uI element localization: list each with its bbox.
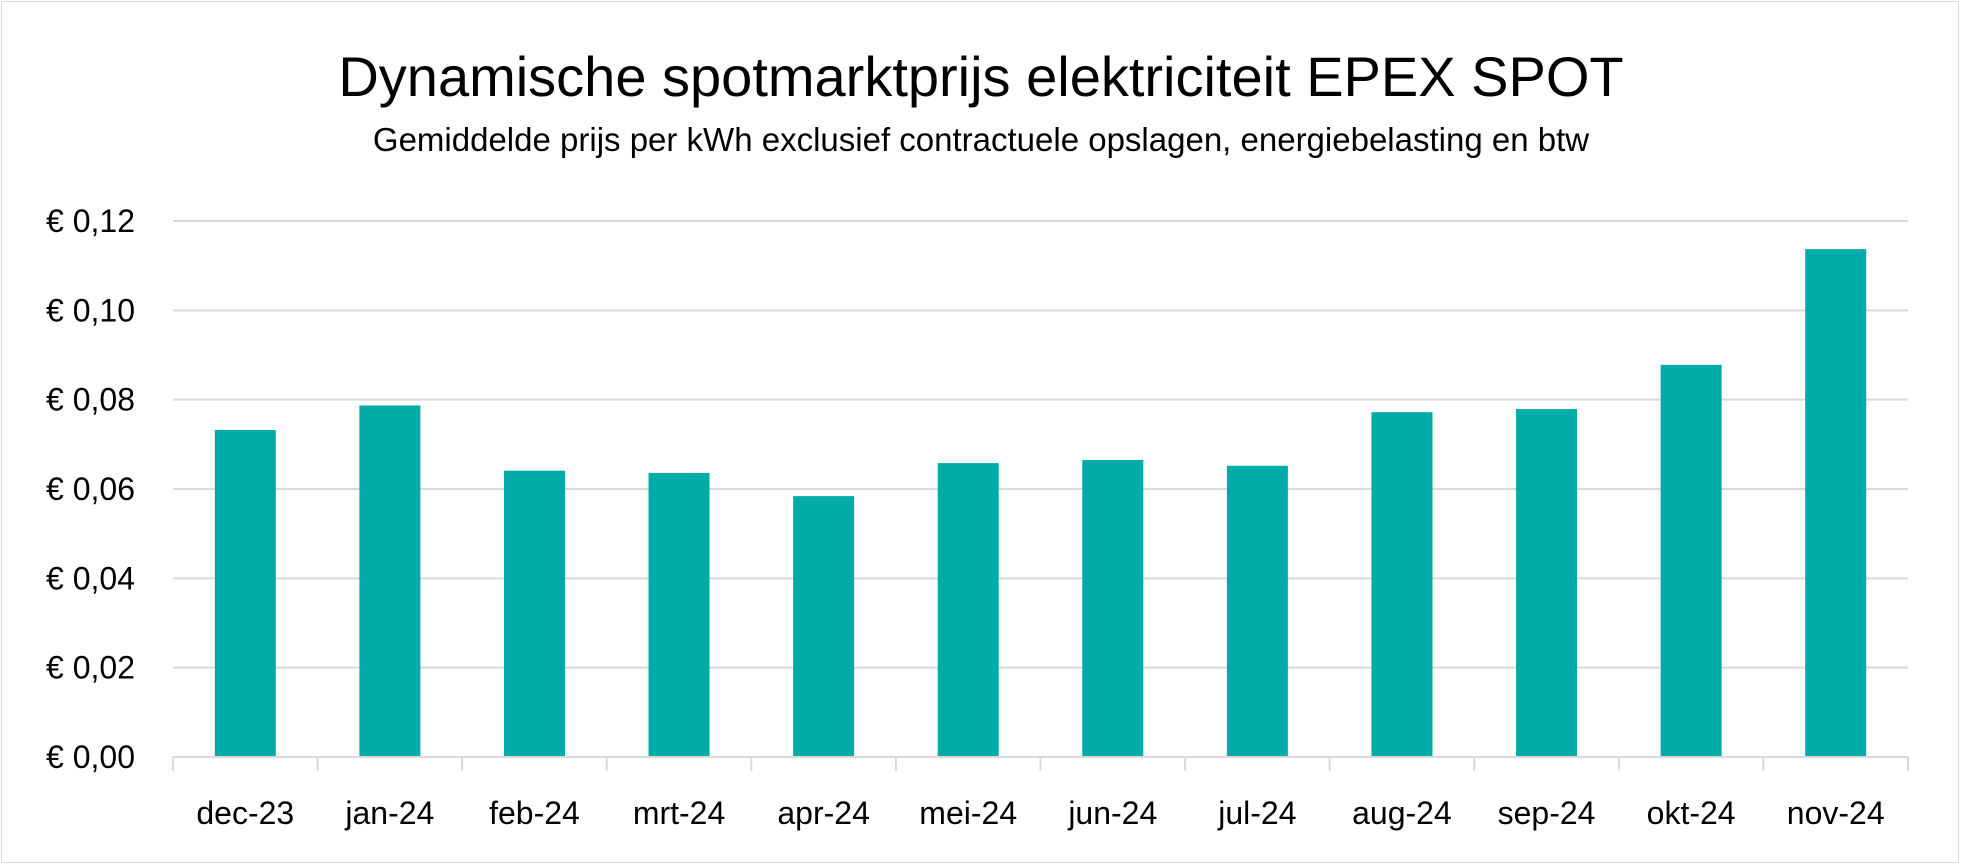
y-axis-tick-labels: € 0,00 € 0,02 € 0,04 € 0,06 € 0,08 € 0,10 € 0,… bbox=[46, 203, 135, 775]
bar-series bbox=[214, 249, 1867, 757]
bar-nov-24 bbox=[1805, 249, 1867, 757]
bar-jan-24 bbox=[359, 405, 421, 757]
bar-mei-24 bbox=[937, 463, 999, 757]
x-tick-label: mrt-24 bbox=[633, 795, 725, 831]
chart-title: Dynamische spotmarktprijs elektriciteit … bbox=[338, 45, 1624, 108]
bar-apr-24 bbox=[793, 496, 855, 757]
bar-okt-24 bbox=[1660, 364, 1722, 757]
x-tick-label: jun-24 bbox=[1067, 795, 1157, 831]
bar-jul-24 bbox=[1226, 465, 1288, 757]
y-tick-label: € 0,04 bbox=[46, 560, 135, 596]
x-tick-label: jul-24 bbox=[1217, 795, 1296, 831]
gridlines bbox=[173, 220, 1908, 669]
bar-sep-24 bbox=[1516, 409, 1578, 757]
y-tick-label: € 0,12 bbox=[46, 203, 135, 239]
y-tick-label: € 0,02 bbox=[46, 650, 135, 686]
bar-aug-24 bbox=[1371, 412, 1433, 757]
y-tick-label: € 0,10 bbox=[46, 292, 135, 328]
x-axis bbox=[172, 756, 1909, 771]
x-tick-label: sep-24 bbox=[1498, 795, 1596, 831]
bar-mrt-24 bbox=[648, 472, 710, 757]
bar-feb-24 bbox=[503, 470, 565, 757]
y-tick-label: € 0,00 bbox=[46, 739, 135, 775]
y-tick-label: € 0,06 bbox=[46, 471, 135, 507]
x-axis-tick-labels: dec-23 jan-24 feb-24 mrt-24 apr-24 mei-24 jun-… bbox=[196, 795, 1884, 831]
x-tick-label: aug-24 bbox=[1352, 795, 1452, 831]
x-tick-label: mei-24 bbox=[919, 795, 1017, 831]
bar-dec-23 bbox=[214, 430, 276, 757]
x-tick-label: apr-24 bbox=[777, 795, 870, 831]
chart-subtitle: Gemiddelde prijs per kWh exclusief contr… bbox=[372, 121, 1590, 158]
bar-jun-24 bbox=[1082, 459, 1144, 757]
y-tick-label: € 0,08 bbox=[46, 382, 135, 418]
x-tick-label: dec-23 bbox=[196, 795, 294, 831]
x-tick-label: feb-24 bbox=[489, 795, 580, 831]
x-tick-label: nov-24 bbox=[1787, 795, 1885, 831]
x-tick-label: jan-24 bbox=[344, 795, 434, 831]
x-tick-label: okt-24 bbox=[1647, 795, 1736, 831]
